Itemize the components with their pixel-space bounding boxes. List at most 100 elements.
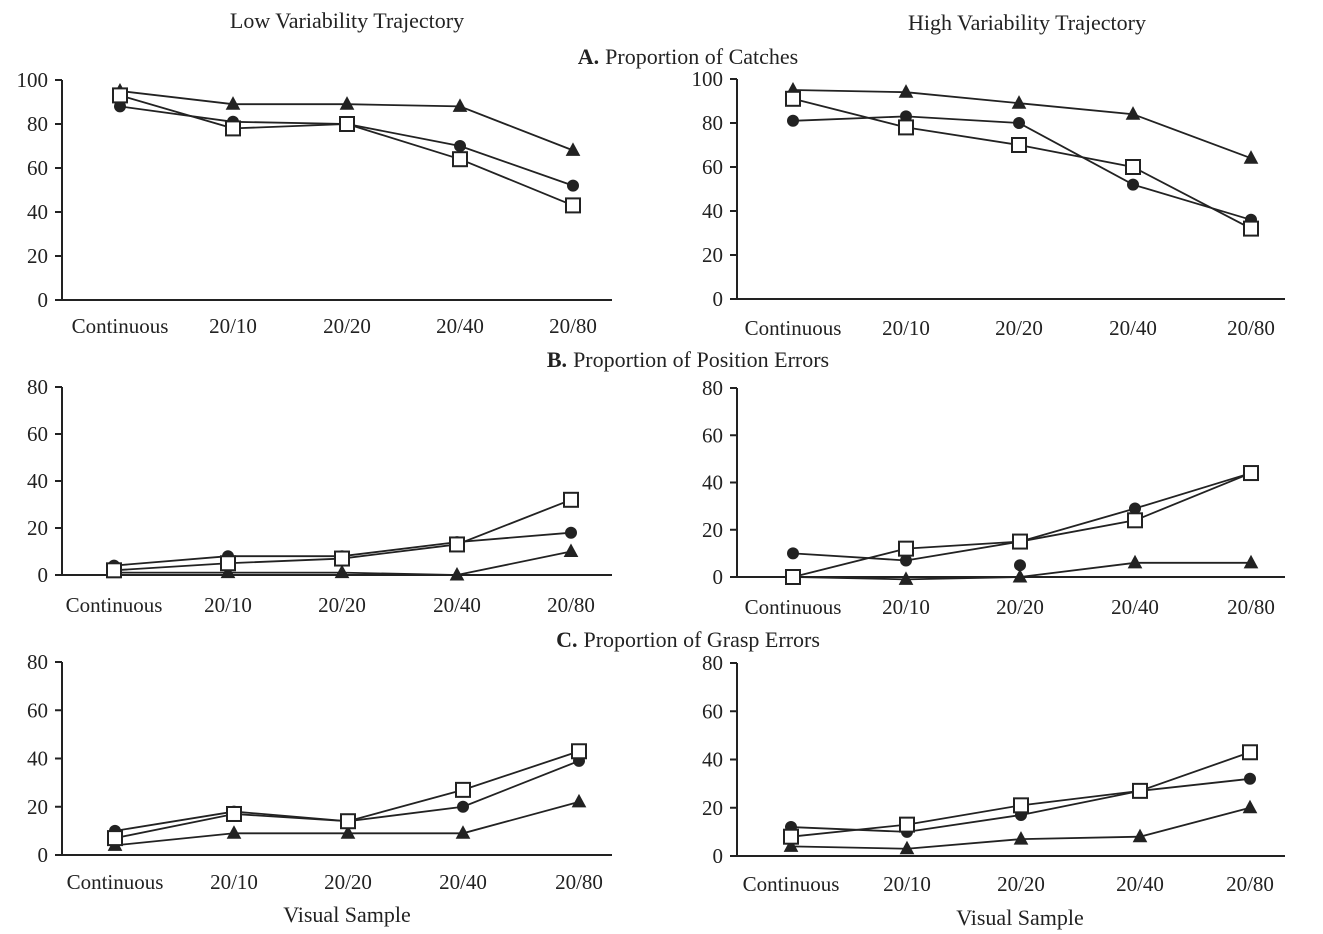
data-point-triangle-filled bbox=[571, 793, 587, 808]
x-tick-label: Continuous bbox=[745, 595, 842, 619]
data-point-triangle-filled bbox=[455, 825, 471, 839]
x-axis-label: Visual Sample bbox=[956, 905, 1084, 930]
y-tick-label: 60 bbox=[702, 155, 723, 179]
data-point-triangle-filled bbox=[1013, 831, 1029, 845]
data-point-square-open bbox=[449, 536, 465, 553]
data-point-triangle-filled bbox=[1011, 95, 1027, 109]
data-point-circle-filled bbox=[454, 140, 466, 152]
x-tick-label: 20/20 bbox=[324, 870, 372, 894]
data-point-triangle-filled bbox=[783, 838, 799, 852]
data-point-circle-filled bbox=[567, 179, 579, 192]
row-title-b: B. Proportion of Position Errors bbox=[547, 347, 829, 372]
panel-b-high: 0 20 40 60 80 Continuous 20/10 20/20 20/40 20/80 bbox=[702, 376, 1285, 619]
data-point-triangle-filled bbox=[339, 96, 355, 110]
x-tick-label: 20/10 bbox=[210, 870, 258, 894]
x-tick-label: 20/80 bbox=[555, 870, 603, 894]
y-tick-label: 80 bbox=[27, 650, 48, 674]
y-tick-label: 60 bbox=[702, 699, 723, 723]
data-point-square-open bbox=[220, 555, 236, 572]
data-point-circle-filled bbox=[457, 800, 469, 813]
y-tick-label: 0 bbox=[713, 844, 724, 868]
data-point-circle-filled bbox=[565, 526, 577, 539]
x-tick-label: 20/40 bbox=[1109, 316, 1157, 340]
data-point-circle-filled bbox=[1244, 772, 1256, 785]
data-point-square-open bbox=[452, 151, 468, 168]
x-tick-label: 20/10 bbox=[204, 593, 252, 617]
data-point-circle-filled bbox=[1014, 559, 1026, 572]
y-tick-label: 20 bbox=[702, 518, 723, 542]
x-tick-label: 20/10 bbox=[209, 314, 257, 338]
x-tick-label: 20/40 bbox=[1111, 595, 1159, 619]
data-point-square-open bbox=[898, 540, 914, 557]
data-point-triangle-filled bbox=[452, 98, 468, 112]
data-point-square-open bbox=[1243, 465, 1259, 482]
row-letter-a: A. bbox=[578, 44, 599, 69]
data-point-square-open bbox=[1125, 159, 1141, 175]
column-title-low: Low Variability Trajectory bbox=[230, 8, 464, 33]
x-tick-label: Continuous bbox=[743, 872, 840, 896]
row-letter-b: B. bbox=[547, 347, 567, 372]
y-tick-label: 20 bbox=[27, 516, 48, 540]
y-tick-label: 20 bbox=[702, 243, 723, 267]
data-point-square-open bbox=[1242, 744, 1258, 761]
data-point-square-open bbox=[563, 491, 579, 508]
data-point-square-open bbox=[107, 830, 123, 847]
y-tick-label: 40 bbox=[702, 471, 723, 495]
column-title-high: High Variability Trajectory bbox=[908, 10, 1146, 35]
data-point-triangle-filled bbox=[1012, 568, 1028, 583]
data-point-square-open bbox=[1243, 220, 1259, 237]
data-point-triangle-filled bbox=[1127, 554, 1143, 569]
y-tick-label: 60 bbox=[27, 156, 48, 180]
y-tick-label: 20 bbox=[27, 244, 48, 268]
y-tick-label: 20 bbox=[27, 795, 48, 819]
panel-a-high: 0 20 40 60 80 100 Continuous 20/10 20/20 20/40 20/… bbox=[692, 67, 1285, 340]
data-point-triangle-filled bbox=[898, 84, 914, 98]
data-point-triangle-filled bbox=[225, 96, 241, 110]
x-tick-label: 20/80 bbox=[549, 314, 597, 338]
data-point-square-open bbox=[226, 805, 242, 822]
data-point-circle-filled bbox=[787, 114, 799, 127]
x-tick-label: 20/10 bbox=[883, 872, 931, 896]
panel-a-low: 0 20 40 60 80 100 Continuous 20/10 20/20 20/40 20/… bbox=[17, 68, 612, 338]
row-letter-c: C. bbox=[556, 627, 577, 652]
series-line-square-open bbox=[119, 94, 574, 207]
y-tick-label: 80 bbox=[702, 376, 723, 400]
data-point-triangle-filled bbox=[220, 564, 236, 579]
data-point-square-open bbox=[898, 119, 914, 136]
data-point-triangle-filled bbox=[563, 543, 579, 557]
y-tick-label: 80 bbox=[27, 112, 48, 136]
chart-panels: 0 20 40 60 80 100 Continuous 20/10 20/20 20/40 20/… bbox=[17, 67, 1285, 930]
data-point-square-open bbox=[455, 781, 471, 798]
data-point-triangle-filled bbox=[1243, 554, 1259, 569]
data-point-square-open bbox=[1127, 512, 1143, 529]
data-point-square-open bbox=[1011, 137, 1027, 153]
panel-b-low: 0 20 40 60 80 Continuous 20/10 20/20 20/40 20/80 bbox=[27, 375, 612, 617]
y-tick-label: 60 bbox=[27, 422, 48, 446]
x-tick-label: 20/80 bbox=[1226, 872, 1274, 896]
x-tick-label: 20/20 bbox=[318, 593, 366, 617]
data-point-square-open bbox=[339, 116, 355, 132]
y-tick-label: 40 bbox=[27, 469, 48, 493]
data-point-square-open bbox=[112, 87, 128, 104]
data-point-triangle-filled bbox=[334, 564, 350, 579]
y-tick-label: 100 bbox=[17, 68, 49, 92]
y-tick-label: 100 bbox=[692, 67, 724, 91]
y-tick-label: 20 bbox=[702, 796, 723, 820]
data-point-triangle-filled bbox=[898, 571, 914, 585]
x-tick-label: 20/20 bbox=[995, 316, 1043, 340]
data-point-triangle-filled bbox=[340, 825, 356, 839]
x-tick-label: Continuous bbox=[745, 316, 842, 340]
data-point-square-open bbox=[785, 90, 801, 107]
data-point-square-open bbox=[565, 197, 581, 214]
x-tick-label: 20/80 bbox=[547, 593, 595, 617]
x-tick-label: 20/20 bbox=[996, 595, 1044, 619]
data-point-circle-filled bbox=[1127, 178, 1139, 191]
series-line-square-open bbox=[790, 751, 1251, 838]
data-point-triangle-filled bbox=[1125, 106, 1141, 120]
row-title-c: C. Proportion of Grasp Errors bbox=[556, 627, 820, 652]
y-tick-label: 0 bbox=[38, 563, 49, 587]
x-tick-label: Continuous bbox=[67, 870, 164, 894]
x-tick-label: 20/40 bbox=[1116, 872, 1164, 896]
y-tick-label: 40 bbox=[702, 199, 723, 223]
x-tick-label: 20/40 bbox=[436, 314, 484, 338]
